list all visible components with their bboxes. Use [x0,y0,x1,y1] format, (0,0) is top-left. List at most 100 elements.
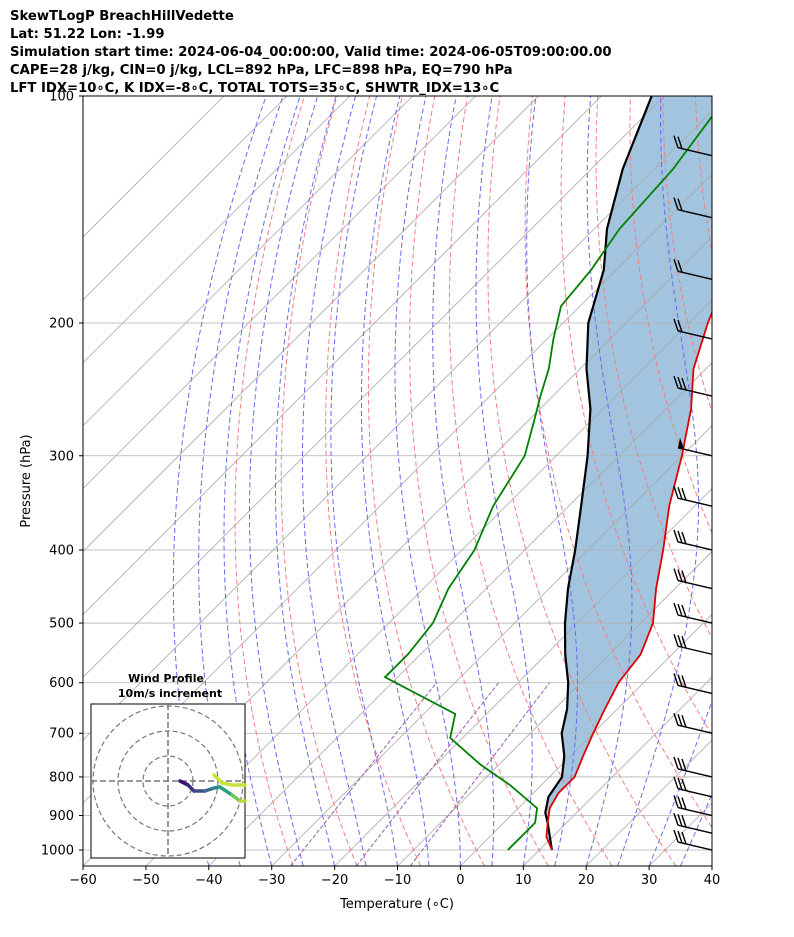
barb-staff [677,270,713,280]
x-tick-label: −40 [195,873,222,888]
barb-flag [677,603,683,617]
inset-title: Wind Profile [128,672,204,685]
hodo-upper [212,773,247,787]
barb-flag [677,198,683,211]
barb-flag [681,570,687,583]
temperature-line [545,310,712,851]
wind-barb [673,568,713,590]
moist-adiabat [223,96,301,866]
isotherm--120 [83,96,476,490]
barb-staff [677,684,713,695]
isotherm--80 [83,110,712,741]
series-layer [383,96,712,851]
barb-staff [677,447,713,457]
barb-staff [677,645,713,655]
barb-staff [677,579,713,590]
isotherm--20 [334,488,712,866]
barb-flag [677,569,683,582]
y-axis-label: Pressure (hPa) [19,434,34,527]
y-tick-label: 600 [49,676,74,691]
x-tick-label: −60 [69,873,96,888]
barb-flag [681,531,687,545]
barb-flag [673,795,679,808]
axes-layer: −60 −50 −40 −30 −20 −10 0 10 20 30 40 100 200 300 400 5… [41,90,720,889]
barb-flag [673,318,679,332]
dry-adiabat [560,96,712,737]
wind-barb [673,829,713,851]
x-tick-label: −10 [384,873,411,888]
mixing-ratio-line [409,682,550,866]
barb-flag [677,777,683,791]
isotherm--150 [83,96,288,301]
barb-flag [677,487,683,500]
y-tick-label: 300 [49,449,74,464]
isotherm-10 [523,676,712,866]
moist-adiabat [648,699,712,866]
wind-barb [673,486,713,507]
dry-adiabat [325,96,422,866]
dry-adiabat [280,96,358,866]
mixing-ratio-line [290,682,437,866]
y-tick-label: 500 [49,617,74,632]
isotherm-40 [711,865,712,866]
moist-adiabat [526,96,578,866]
barb-flag [673,602,679,616]
barb-staff [677,788,713,798]
isotherm--10 [397,550,712,866]
isotherm--140 [83,96,351,364]
wind-barb [673,318,713,340]
barb-flag [681,797,687,810]
barb-staff [677,387,713,397]
moist-adiabat [680,793,712,866]
barb-flag [673,813,679,826]
isotherm--30 [271,425,712,866]
barb-flag [681,758,687,772]
barb-flag [677,757,683,771]
y-tick-label: 800 [49,770,74,785]
dry-adiabat [728,96,794,866]
barb-flag [681,675,687,688]
barb-flag [677,260,683,273]
barb-flag [673,197,679,210]
wind-barb [673,135,713,157]
barb-flag [681,636,687,649]
barb-flag [673,776,679,790]
barb-staff [677,497,713,507]
y-tick-label: 700 [49,727,74,742]
barb-staff [677,824,713,834]
moist-adiabat [432,96,495,866]
barb-staff [677,147,713,157]
x-tick-label: 0 [456,873,464,888]
wind-barb [673,776,713,798]
barb-flag [673,486,679,499]
dry-adiabat [409,96,549,866]
moist-adiabat [711,864,712,866]
isotherm--130 [83,96,413,427]
wind-barb [673,259,713,280]
x-tick-label: 10 [515,873,532,888]
barb-flag [677,674,683,687]
isotherm--160 [83,96,225,238]
wind-barb [673,813,713,834]
y-tick-label: 100 [49,90,74,105]
barb-staff [677,614,713,624]
barb-flag [677,714,683,727]
moist-adiabat [275,96,337,866]
y-tick-label: 1000 [41,844,74,859]
barb-pennant [678,437,684,449]
barb-flag [673,568,679,581]
barb-staff [677,541,713,551]
moist-adiabat [172,96,267,866]
cape-fill-layer [545,96,712,850]
mixing-ratio-line [355,682,499,866]
barb-flag [681,488,687,501]
barb-staff [677,724,713,734]
x-tick-label: −30 [258,873,285,888]
barb-flag [681,815,687,828]
wind-barb [673,795,713,817]
moist-adiabat [198,96,284,866]
barb-staff [677,330,713,340]
moist-adiabat [394,96,461,866]
isotherm-0 [460,613,712,866]
